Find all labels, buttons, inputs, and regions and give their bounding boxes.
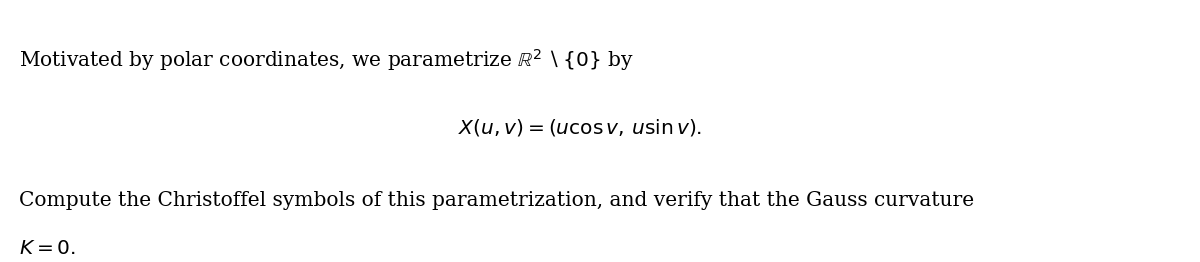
Text: $X(u, v) = (u\cos v,\, u\sin v).$: $X(u, v) = (u\cos v,\, u\sin v).$: [458, 117, 702, 138]
Text: Motivated by polar coordinates, we parametrize $\mathbb{R}^2 \setminus \{0\}$ by: Motivated by polar coordinates, we param…: [19, 47, 634, 73]
Text: Compute the Christoffel symbols of this parametrization, and verify that the Gau: Compute the Christoffel symbols of this …: [19, 191, 974, 210]
Text: $K = 0.$: $K = 0.$: [19, 239, 76, 258]
